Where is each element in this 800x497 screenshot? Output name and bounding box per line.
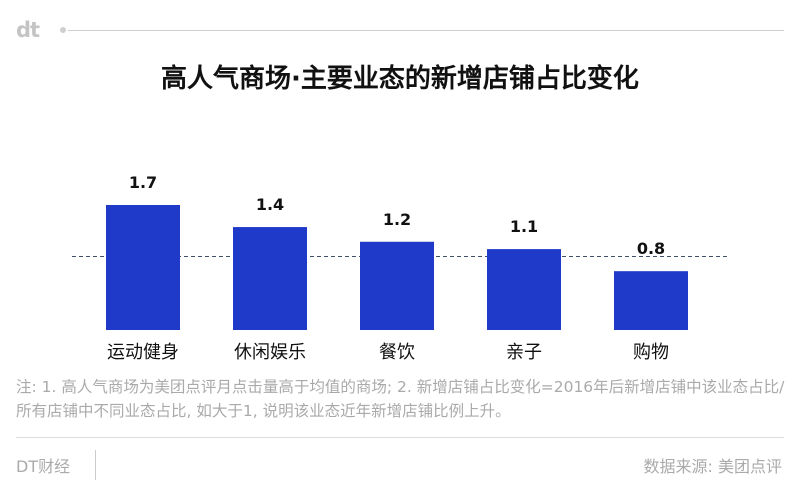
bar-value-label: 0.8 <box>637 239 665 258</box>
chart-footnote: 注: 1. 高人气商场为美团点评月点击量高于均值的商场; 2. 新增店铺占比变化… <box>16 378 785 420</box>
footer-divider <box>16 437 784 438</box>
logo-dot-icon <box>60 27 66 33</box>
bar-chart: 1.7 运动健身 1.4 休闲娱乐 1.2 餐饮 1.1 亲子 0.8 购物 <box>72 173 730 363</box>
category-label: 运动健身 <box>107 342 179 363</box>
bar-value-label: 1.2 <box>383 210 411 229</box>
category-label: 餐饮 <box>379 342 415 363</box>
category-label: 休闲娱乐 <box>234 342 306 363</box>
footer-brand: DT财经 <box>16 457 71 476</box>
chart-title: 高人气商场·主要业态的新增店铺占比变化 <box>161 64 639 94</box>
bar-2 <box>233 227 307 330</box>
data-source: 数据来源: 美团点评 <box>643 457 782 476</box>
header-brand-row: dt <box>16 18 784 42</box>
category-label: 亲子 <box>506 342 542 363</box>
footer-separator <box>95 450 96 480</box>
bar-3 <box>360 241 434 330</box>
bar-value-label: 1.1 <box>510 217 538 236</box>
bar-1 <box>106 205 180 330</box>
bar-value-label: 1.7 <box>129 173 157 192</box>
header-divider <box>68 30 784 31</box>
dt-logo: dt <box>16 18 40 42</box>
bar-4 <box>487 249 561 330</box>
category-label: 购物 <box>633 342 669 363</box>
bar-5 <box>614 271 688 330</box>
bar-value-label: 1.4 <box>256 195 284 214</box>
